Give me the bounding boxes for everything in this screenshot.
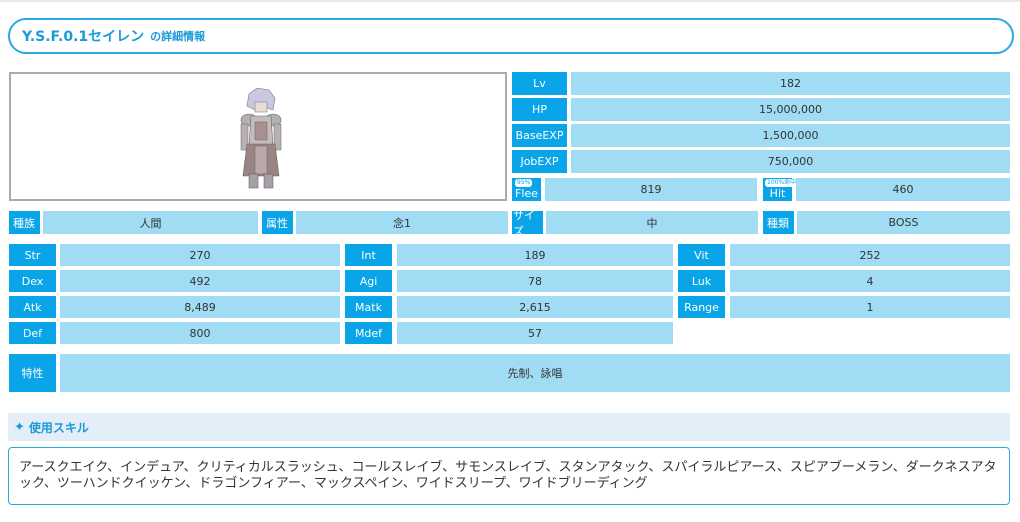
hit-value: 460 [796,178,1010,201]
stat-label-def: Def [9,322,56,344]
page-title-box: Y.S.F.0.1セイレン の詳細情報 [8,18,1014,54]
stat-value-mdef: 57 [397,322,673,344]
stat-label-atk: Atk [9,296,56,318]
stat-value-hp: 15,000,000 [571,98,1010,121]
top-divider [0,0,1020,2]
attr-value-size: 中 [546,211,758,234]
skills-list-text: アースクエイク、インデュア、クリティカルスラッシュ、コールスレイブ、サモンスレイ… [19,460,997,491]
skills-list-box: アースクエイク、インデュア、クリティカルスラッシュ、コールスレイブ、サモンスレイ… [8,447,1010,505]
stat-value-luk: 4 [730,270,1010,292]
stat-value-atk: 8,489 [60,296,340,318]
flee-value: 819 [545,178,757,201]
stat-label-int: Int [345,244,392,266]
stat-label-str: Str [9,244,56,266]
flee-label: Flee [515,187,538,200]
attr-value-type: BOSS [797,211,1010,234]
hit-badge: 100%命中 [765,179,799,187]
stat-label-vit: Vit [678,244,725,266]
stat-value-def: 800 [60,322,340,344]
traits-value: 先制、詠唱 [60,354,1010,392]
stat-label-agi: Agi [345,270,392,292]
hit-label: Hit [769,187,786,200]
attr-label-element: 属性 [262,211,293,234]
monster-name: Y.S.F.0.1セイレン [22,29,145,45]
stat-label-mdef: Mdef [345,322,392,344]
stat-value-int: 189 [397,244,673,266]
stat-value-agi: 78 [397,270,673,292]
stat-value-dex: 492 [60,270,340,292]
attr-label-type: 種類 [763,211,794,234]
stat-label-dex: Dex [9,270,56,292]
stat-value-range: 1 [730,296,1010,318]
stat-value-baseexp: 1,500,000 [571,124,1010,147]
stat-value-lv: 182 [571,72,1010,95]
skills-section-header: ✦ 使用スキル [8,413,1010,441]
stat-label-hp: HP [512,98,567,121]
stat-value-str: 270 [60,244,340,266]
stat-value-jobexp: 750,000 [571,150,1010,173]
skills-heading: 使用スキル [28,420,89,435]
stat-value-vit: 252 [730,244,1010,266]
stat-label-matk: Matk [345,296,392,318]
monster-sprite-image [240,88,282,189]
title-suffix: の詳細情報 [150,30,206,43]
attr-label-race: 種族 [9,211,40,234]
attr-value-element: 念1 [296,211,508,234]
stat-value-matk: 2,615 [397,296,673,318]
flee-badge: 95% [515,179,533,187]
traits-label: 特性 [9,354,56,392]
monster-image-box [9,72,507,201]
sparkle-icon: ✦ [14,419,25,435]
stat-label-range: Range [678,296,725,318]
attr-label-size: サイズ [512,209,543,238]
stat-label-jobexp: JobEXP [512,150,567,173]
attr-value-race: 人間 [43,211,258,234]
stat-label-lv: Lv [512,72,567,95]
stat-label-baseexp: BaseEXP [512,124,567,147]
stat-label-luk: Luk [678,270,725,292]
